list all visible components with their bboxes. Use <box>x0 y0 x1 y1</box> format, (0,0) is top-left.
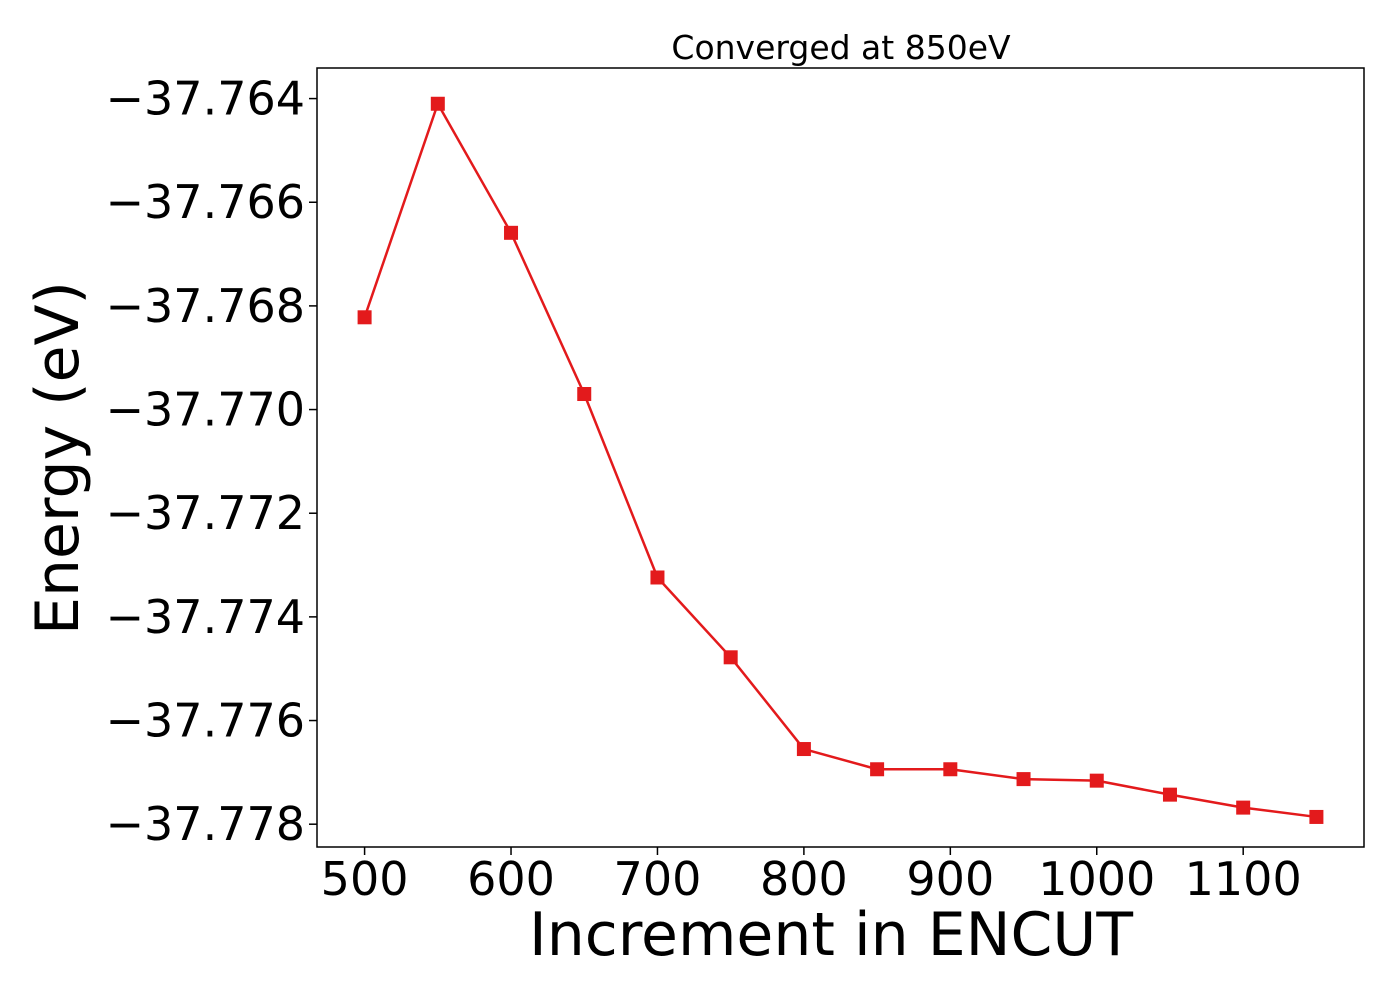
y-axis-label: Energy (eV) <box>23 281 93 635</box>
data-point-marker <box>1162 787 1177 802</box>
y-tick-label: −37.770 <box>106 383 306 437</box>
data-point-marker <box>357 310 372 325</box>
y-tick-label: −37.764 <box>106 72 306 126</box>
x-axis: 500 600 700 800 900 1000 1100 <box>321 847 1302 906</box>
y-tick-label: −37.768 <box>106 279 306 333</box>
data-point-marker <box>504 225 519 240</box>
data-point-marker <box>650 570 665 585</box>
data-point-marker <box>430 96 445 111</box>
data-point-marker <box>796 742 811 757</box>
chart-title: Converged at 850eV <box>671 28 1011 67</box>
data-point-marker <box>577 387 592 402</box>
y-axis: −37.764 −37.766 −37.768 −37.770 −37.772 −37.7… <box>106 72 317 851</box>
y-tick-label: −37.772 <box>106 486 306 540</box>
series-line <box>363 102 1317 819</box>
x-tick-label: 900 <box>906 852 994 906</box>
plot-area <box>357 96 1324 824</box>
y-tick-label: −37.774 <box>106 590 306 644</box>
data-point-marker <box>943 762 958 777</box>
x-tick-label: 800 <box>760 852 848 906</box>
data-point-marker <box>870 762 885 777</box>
x-tick-label: 1100 <box>1185 852 1302 906</box>
data-point-marker <box>1309 809 1324 824</box>
x-tick-label: 1000 <box>1038 852 1155 906</box>
data-point-marker <box>1236 800 1251 815</box>
y-tick-label: −37.776 <box>106 694 306 748</box>
data-point-marker <box>723 650 738 665</box>
x-axis-label: Increment in ENCUT <box>529 900 1133 970</box>
plot-frame <box>316 67 1365 848</box>
x-tick-label: 600 <box>467 852 555 906</box>
y-tick-label: −37.778 <box>106 797 306 851</box>
y-tick-label: −37.766 <box>106 175 306 229</box>
x-tick-label: 500 <box>321 852 409 906</box>
data-point-marker <box>1089 773 1104 788</box>
x-tick-label: 700 <box>614 852 702 906</box>
data-point-marker <box>1016 772 1031 787</box>
